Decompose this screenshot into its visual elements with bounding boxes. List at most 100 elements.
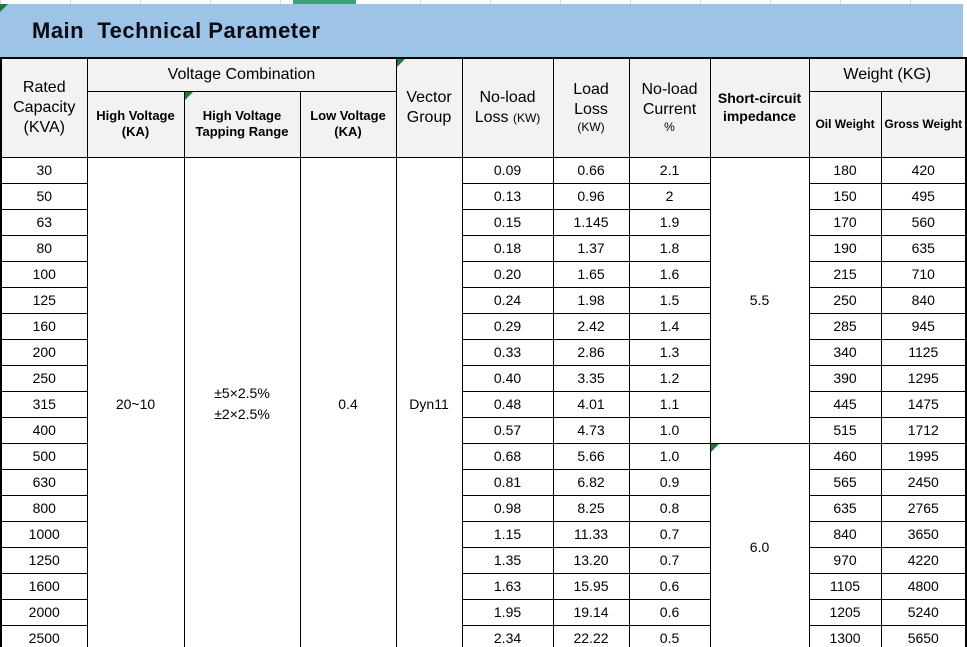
capacity-cell: 1250 (0, 546, 88, 574)
gross-weight-cell: 560 (880, 208, 967, 236)
no-load-loss-cell: 0.24 (461, 286, 554, 314)
load-loss-cell: 4.01 (552, 390, 630, 418)
load-loss-cell: 8.25 (552, 494, 630, 522)
load-loss-cell: 4.73 (552, 416, 630, 444)
table-row: 1000 1.15 11.33 0.7 840 3650 (0, 520, 967, 548)
header-no-load-loss-line1: No-load (479, 88, 536, 106)
gross-weight-cell: 1475 (880, 390, 967, 418)
capacity-cell: 250 (0, 364, 88, 392)
oil-weight-cell: 340 (808, 338, 882, 366)
header-no-load-current-line2: Current (642, 101, 697, 119)
gross-weight-cell: 5650 (880, 624, 967, 647)
header-low-voltage: Low Voltage (KA) (299, 90, 397, 158)
gross-weight-cell: 945 (880, 312, 967, 340)
gross-weight-cell: 5240 (880, 598, 967, 626)
impedance-cell: 6.0 (709, 442, 810, 647)
no-load-loss-cell: 0.98 (461, 494, 554, 522)
sheet-selection-marker (293, 0, 356, 4)
capacity-cell: 1000 (0, 520, 88, 548)
load-loss-cell: 19.14 (552, 598, 630, 626)
table-body: 30 20~10 ±5×2.5% ±2×2.5% 0.4 Dyn11 0.09 0.66 2.1… (0, 156, 967, 647)
vector-group-cell: Dyn11 (395, 156, 463, 647)
high-voltage-cell: 20~10 (86, 156, 185, 647)
load-loss-cell: 13.20 (552, 546, 630, 574)
gross-weight-cell: 1295 (880, 364, 967, 392)
no-load-current-cell: 0.6 (628, 598, 711, 626)
no-load-current-cell: 0.6 (628, 572, 711, 600)
capacity-cell: 500 (0, 442, 88, 470)
header-no-load-current: No-load Current % (628, 57, 711, 158)
table-row: 100 0.20 1.65 1.6 215 710 (0, 260, 967, 288)
table-row: 50 0.13 0.96 2 150 495 (0, 182, 967, 210)
header-vector-group: Vector Group (395, 57, 463, 158)
oil-weight-cell: 180 (808, 156, 882, 184)
oil-weight-cell: 565 (808, 468, 882, 496)
low-voltage-cell: 0.4 (299, 156, 397, 647)
header-row-1: Rated Capacity (KVA) Voltage Combination… (0, 57, 967, 158)
header-gross-weight: Gross Weight (880, 90, 967, 158)
table-row: 200 0.33 2.86 1.3 340 1125 (0, 338, 967, 366)
gross-weight-cell: 840 (880, 286, 967, 314)
top-gridline-strip (0, 0, 967, 4)
impedance-cell: 5.5 (709, 156, 810, 444)
header-no-load-current-unit: % (664, 120, 675, 135)
error-flag-icon (0, 4, 8, 12)
header-no-load-loss-line2: Loss (474, 108, 509, 126)
no-load-loss-cell: 0.48 (461, 390, 554, 418)
oil-weight-cell: 150 (808, 182, 882, 210)
load-loss-cell: 0.96 (552, 182, 630, 210)
no-load-loss-cell: 0.15 (461, 208, 554, 236)
table-row: 500 0.68 5.66 1.0 6.0 460 1995 (0, 442, 967, 647)
gross-weight-cell: 1995 (880, 442, 967, 470)
header-no-load-loss-unit: (KW) (512, 110, 541, 125)
capacity-cell: 160 (0, 312, 88, 340)
no-load-loss-cell: 0.57 (461, 416, 554, 444)
load-loss-cell: 11.33 (552, 520, 630, 548)
gross-weight-cell: 1125 (880, 338, 967, 366)
capacity-cell: 80 (0, 234, 88, 262)
gross-weight-cell: 1712 (880, 416, 967, 444)
header-load-loss-unit: (KW) (577, 120, 605, 135)
no-load-loss-cell: 0.13 (461, 182, 554, 210)
no-load-loss-cell: 0.18 (461, 234, 554, 262)
table-row: 30 20~10 ±5×2.5% ±2×2.5% 0.4 Dyn11 0.09 0.66 2.1… (0, 156, 967, 647)
load-loss-cell: 1.98 (552, 286, 630, 314)
error-flag-icon (397, 59, 405, 67)
no-load-current-cell: 1.1 (628, 390, 711, 418)
load-loss-cell: 15.95 (552, 572, 630, 600)
table-row: 800 0.98 8.25 0.8 635 2765 (0, 494, 967, 522)
oil-weight-cell: 250 (808, 286, 882, 314)
oil-weight-cell: 170 (808, 208, 882, 236)
table-row: 2000 1.95 19.14 0.6 1205 5240 (0, 598, 967, 626)
header-load-loss-line2: Loss (574, 101, 608, 119)
cell-line: Dyn11 (409, 395, 449, 412)
gross-weight-cell: 3650 (880, 520, 967, 548)
capacity-cell: 200 (0, 338, 88, 366)
no-load-loss-cell: 0.81 (461, 468, 554, 496)
no-load-current-cell: 0.7 (628, 546, 711, 574)
gross-weight-cell: 635 (880, 234, 967, 262)
no-load-loss-cell: 0.29 (461, 312, 554, 340)
gross-weight-cell: 2765 (880, 494, 967, 522)
cell-line: 20~10 (115, 395, 156, 412)
no-load-loss-cell: 1.63 (461, 572, 554, 600)
header-rated-capacity: Rated Capacity (KVA) (0, 57, 88, 158)
capacity-cell: 30 (0, 156, 88, 184)
capacity-cell: 1600 (0, 572, 88, 600)
gross-weight-cell: 4800 (880, 572, 967, 600)
oil-weight-cell: 635 (808, 494, 882, 522)
error-flag-icon (185, 92, 193, 100)
load-loss-cell: 2.42 (552, 312, 630, 340)
no-load-loss-cell: 2.34 (461, 624, 554, 647)
oil-weight-cell: 390 (808, 364, 882, 392)
cell-line: ±2×2.5% (214, 405, 270, 422)
capacity-cell: 2000 (0, 598, 88, 626)
no-load-current-cell: 1.5 (628, 286, 711, 314)
load-loss-cell: 22.22 (552, 624, 630, 647)
gross-weight-cell: 495 (880, 182, 967, 210)
header-vector-group-label: Vector Group (406, 88, 452, 126)
header-tapping-range-label: High Voltage Tapping Range (195, 107, 289, 139)
gross-weight-cell: 420 (880, 156, 967, 184)
header-short-circuit-impedance: Short-circuit impedance (709, 57, 810, 158)
load-loss-cell: 3.35 (552, 364, 630, 392)
